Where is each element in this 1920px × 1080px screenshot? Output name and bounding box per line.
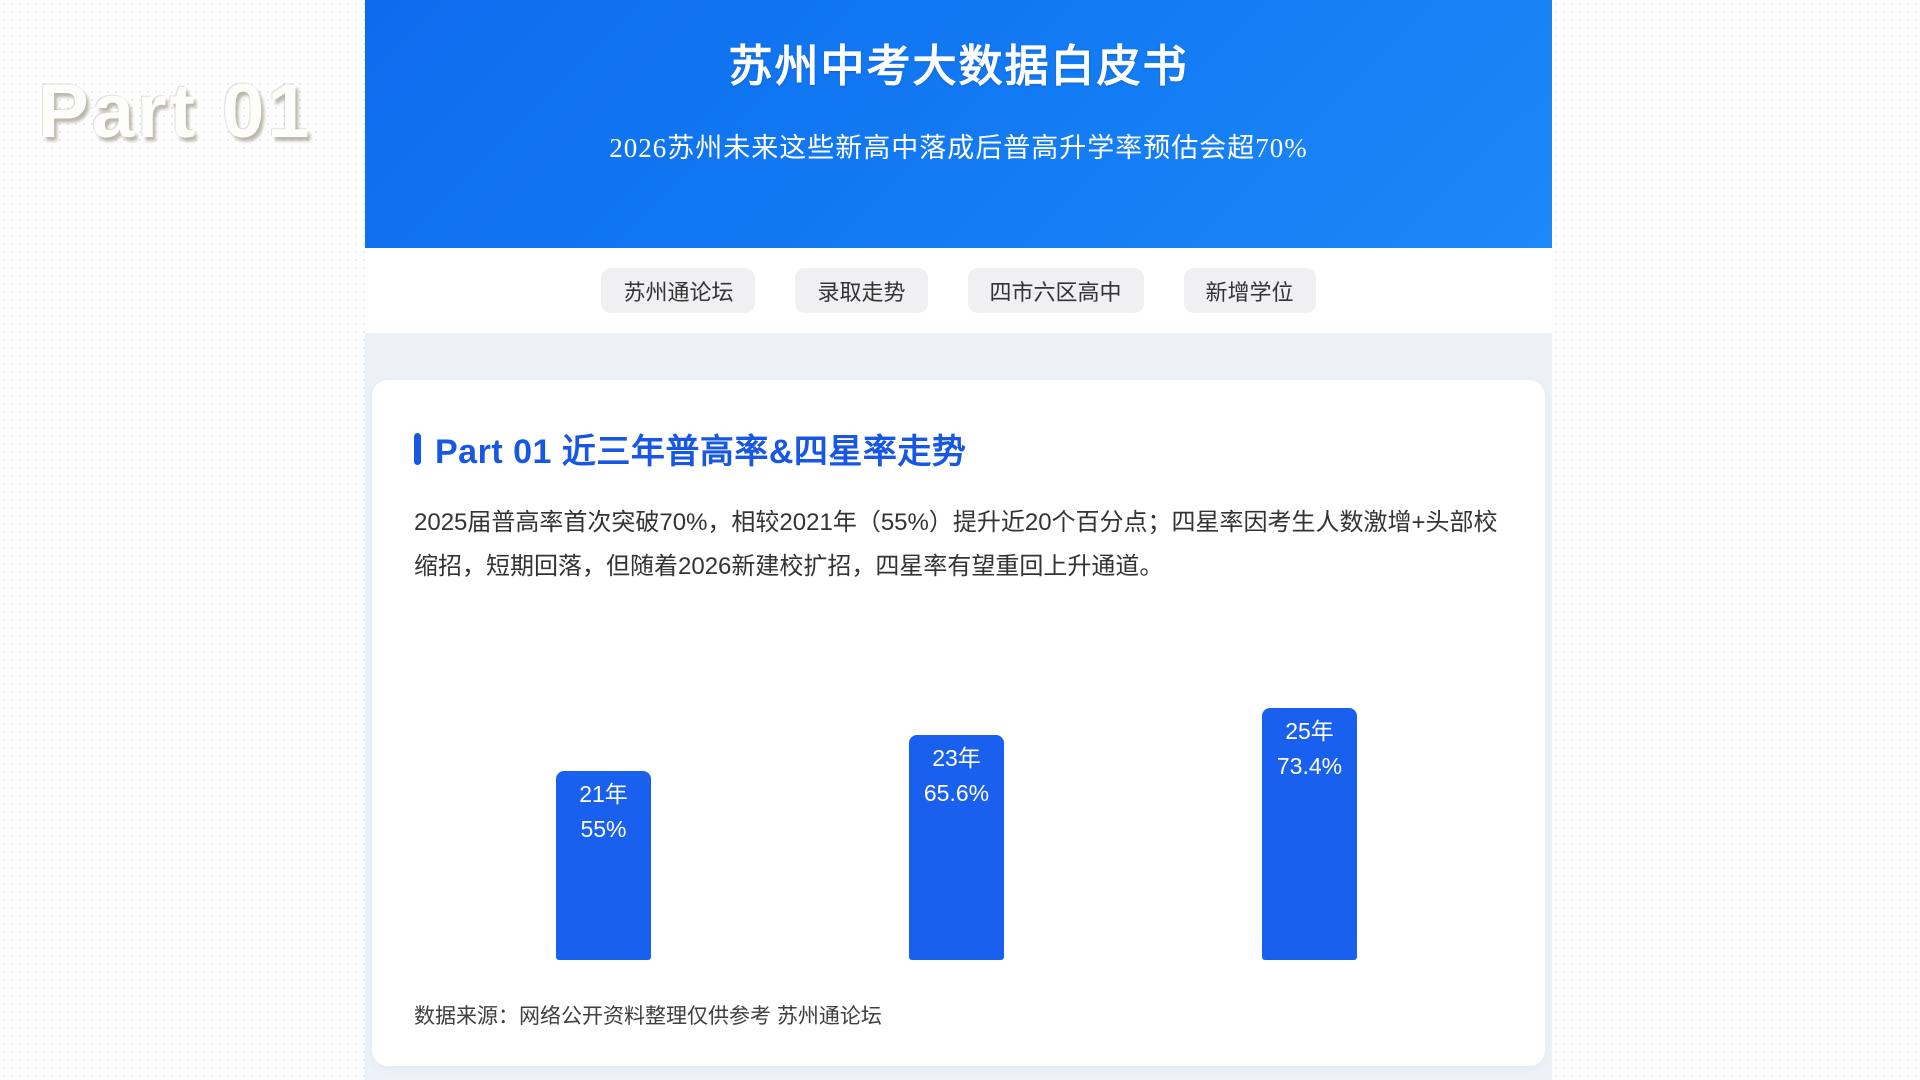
content-column: 苏州中考大数据白皮书 2026苏州未来这些新高中落成后普高升学率预估会超70% … (365, 0, 1552, 1080)
bar: 21年 55% (556, 771, 651, 960)
bar-year-label: 23年 (932, 745, 981, 771)
section-body-text: 2025届普高率首次突破70%，相较2021年（55%）提升近20个百分点；四星… (414, 509, 1498, 580)
tab-pill[interactable]: 录取走势 (795, 268, 928, 313)
heading-accent-bar (414, 432, 421, 465)
bar-year-label: 21年 (579, 781, 628, 807)
section-heading: Part 01 近三年普高率&四星率走势 (414, 424, 1499, 473)
page-title: 苏州中考大数据白皮书 (728, 42, 1189, 91)
data-source-note: 数据来源：网络公开资料整理仅供参考 苏州通论坛 (414, 1005, 882, 1028)
page-subtitle: 2026苏州未来这些新高中落成后普高升学率预估会超70% (609, 133, 1308, 163)
section-card: Part 01 近三年普高率&四星率走势 2025届普高率首次突破70%，相较2… (372, 380, 1545, 1066)
section-title: Part 01 近三年普高率&四星率走势 (435, 433, 967, 471)
bar: 25年 73.4% (1262, 708, 1357, 960)
bar-value-label: 55% (580, 816, 627, 842)
bar: 23年 65.6% (909, 735, 1004, 960)
tabs: 苏州通论坛 录取走势 四市六区高中 新增学位 (365, 248, 1552, 333)
tab-pill[interactable]: 苏州通论坛 (601, 268, 756, 313)
header-banner: 苏州中考大数据白皮书 2026苏州未来这些新高中落成后普高升学率预估会超70% (365, 0, 1552, 248)
bar-chart: 21年 55% 23年 65.6% 25年 73.4% (414, 708, 1499, 960)
tab-pill[interactable]: 新增学位 (1183, 268, 1316, 313)
bar-year-label: 25年 (1285, 718, 1334, 744)
tab-pill[interactable]: 四市六区高中 (967, 268, 1144, 313)
bar-value-label: 65.6% (923, 780, 990, 806)
part-01-watermark: Part 01 (38, 69, 313, 154)
bar-value-label: 73.4% (1276, 753, 1343, 779)
